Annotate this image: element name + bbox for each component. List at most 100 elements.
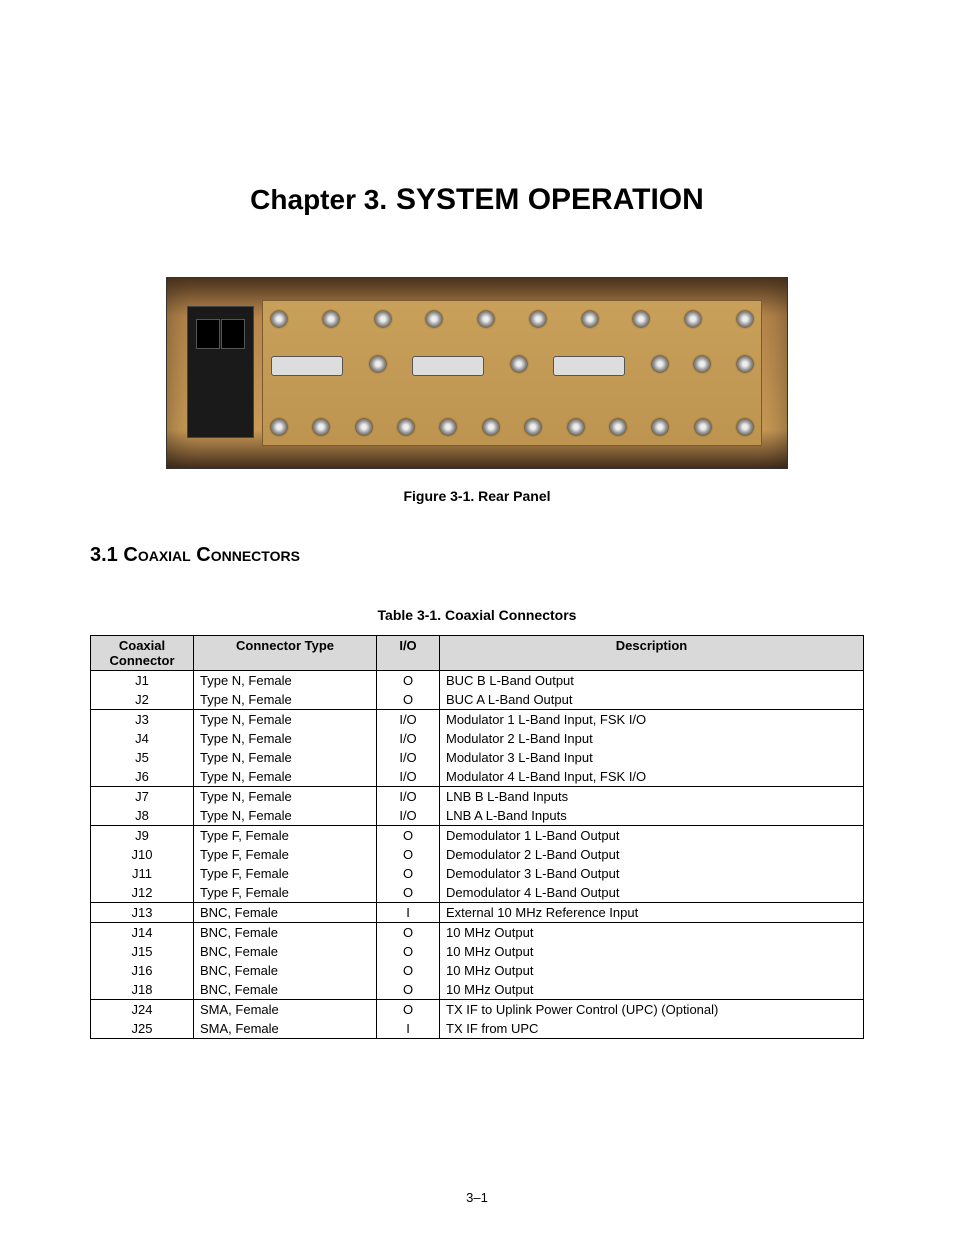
dsub-connector-icon <box>412 356 484 376</box>
table-cell: J13 <box>91 903 194 923</box>
connector-icon <box>737 356 753 372</box>
figure-block: Figure 3-1. Rear Panel <box>90 277 864 504</box>
table-cell: Type F, Female <box>194 883 377 903</box>
table-cell: J18 <box>91 980 194 1000</box>
table-row: J16BNC, FemaleO10 MHz Output <box>91 961 864 980</box>
table-row: J25SMA, FemaleITX IF from UPC <box>91 1019 864 1039</box>
connector-icon <box>398 419 414 435</box>
table-cell: I <box>377 903 440 923</box>
table-cell: LNB A L-Band Inputs <box>440 806 864 826</box>
table-cell: I/O <box>377 767 440 787</box>
connector-icon <box>633 311 649 327</box>
table-cell: O <box>377 1000 440 1020</box>
table-cell: J6 <box>91 767 194 787</box>
table-row: J8Type N, FemaleI/OLNB A L-Band Inputs <box>91 806 864 826</box>
page-number: 3–1 <box>0 1190 954 1205</box>
section-heading: 3.1 Coaxial Connectors <box>90 544 864 567</box>
table-cell: O <box>377 845 440 864</box>
table-cell: Type N, Female <box>194 671 377 691</box>
table-header-type: Connector Type <box>194 636 377 671</box>
table-row: J9Type F, FemaleODemodulator 1 L-Band Ou… <box>91 826 864 846</box>
chapter-name: SYSTEM OPERATION <box>396 183 704 216</box>
table-cell: J2 <box>91 690 194 710</box>
figure-caption: Figure 3-1. Rear Panel <box>90 488 864 504</box>
chapter-prefix: Chapter 3. <box>250 184 387 215</box>
table-cell: Type N, Female <box>194 729 377 748</box>
table-cell: O <box>377 826 440 846</box>
power-supply-graphic <box>187 306 254 438</box>
table-cell: Modulator 2 L-Band Input <box>440 729 864 748</box>
table-cell: BNC, Female <box>194 923 377 943</box>
table-header-text: Connector <box>110 653 175 668</box>
connector-icon <box>323 311 339 327</box>
table-cell: I/O <box>377 729 440 748</box>
connector-icon <box>652 419 668 435</box>
table-cell: Demodulator 2 L-Band Output <box>440 845 864 864</box>
table-cell: 10 MHz Output <box>440 923 864 943</box>
table-cell: Demodulator 3 L-Band Output <box>440 864 864 883</box>
table-cell: J16 <box>91 961 194 980</box>
table-cell: External 10 MHz Reference Input <box>440 903 864 923</box>
connector-icon <box>737 419 753 435</box>
connector-icon <box>568 419 584 435</box>
table-cell: Type N, Female <box>194 806 377 826</box>
connector-icon <box>478 311 494 327</box>
connector-icon <box>271 419 287 435</box>
table-header-coaxial: Coaxial Connector <box>91 636 194 671</box>
connector-icon <box>356 419 372 435</box>
table-cell: TX IF from UPC <box>440 1019 864 1039</box>
connector-icon <box>685 311 701 327</box>
table-cell: Type F, Female <box>194 845 377 864</box>
table-row: J5Type N, FemaleI/OModulator 3 L-Band In… <box>91 748 864 767</box>
table-cell: BNC, Female <box>194 903 377 923</box>
table-row: J4Type N, FemaleI/OModulator 2 L-Band In… <box>91 729 864 748</box>
connector-icon <box>375 311 391 327</box>
connector-icon <box>483 419 499 435</box>
table-row: J12Type F, FemaleODemodulator 4 L-Band O… <box>91 883 864 903</box>
table-cell: 10 MHz Output <box>440 961 864 980</box>
table-row: J3Type N, FemaleI/OModulator 1 L-Band In… <box>91 710 864 730</box>
table-row: J1Type N, FemaleOBUC B L-Band Output <box>91 671 864 691</box>
table-header-description: Description <box>440 636 864 671</box>
table-header-text: Coaxial <box>119 638 165 653</box>
table-row: J11Type F, FemaleODemodulator 3 L-Band O… <box>91 864 864 883</box>
table-cell: J14 <box>91 923 194 943</box>
table-cell: BNC, Female <box>194 980 377 1000</box>
table-cell: J25 <box>91 1019 194 1039</box>
table-cell: 10 MHz Output <box>440 942 864 961</box>
table-cell: Modulator 4 L-Band Input, FSK I/O <box>440 767 864 787</box>
table-cell: I/O <box>377 806 440 826</box>
table-cell: J12 <box>91 883 194 903</box>
table-cell: BNC, Female <box>194 942 377 961</box>
table-cell: O <box>377 864 440 883</box>
table-cell: J9 <box>91 826 194 846</box>
table-cell: J4 <box>91 729 194 748</box>
table-row: J15BNC, FemaleO10 MHz Output <box>91 942 864 961</box>
table-cell: O <box>377 671 440 691</box>
connector-icon <box>610 419 626 435</box>
table-caption: Table 3-1. Coaxial Connectors <box>90 607 864 623</box>
table-cell: Type N, Female <box>194 787 377 807</box>
rear-panel-image <box>166 277 788 469</box>
table-cell: Type N, Female <box>194 767 377 787</box>
connector-icon <box>582 311 598 327</box>
table-cell: I/O <box>377 748 440 767</box>
table-cell: J8 <box>91 806 194 826</box>
table-cell: SMA, Female <box>194 1000 377 1020</box>
table-row: J6Type N, FemaleI/OModulator 4 L-Band In… <box>91 767 864 787</box>
panel-face-graphic <box>262 300 762 446</box>
coaxial-connectors-table: Coaxial Connector Connector Type I/O Des… <box>90 635 864 1039</box>
connector-icon <box>440 419 456 435</box>
table-cell: BNC, Female <box>194 961 377 980</box>
table-cell: 10 MHz Output <box>440 980 864 1000</box>
table-cell: Type F, Female <box>194 864 377 883</box>
table-row: J7Type N, FemaleI/OLNB B L-Band Inputs <box>91 787 864 807</box>
table-cell: O <box>377 923 440 943</box>
table-cell: I/O <box>377 787 440 807</box>
table-cell: O <box>377 961 440 980</box>
table-cell: Type N, Female <box>194 748 377 767</box>
table-cell: Modulator 1 L-Band Input, FSK I/O <box>440 710 864 730</box>
table-cell: BUC A L-Band Output <box>440 690 864 710</box>
connector-icon <box>271 311 287 327</box>
table-cell: J24 <box>91 1000 194 1020</box>
